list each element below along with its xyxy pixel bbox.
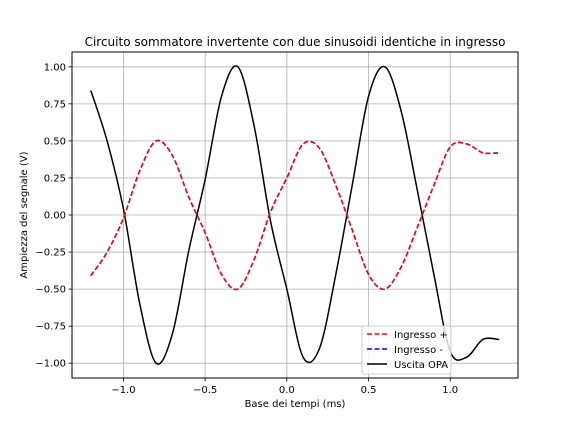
x-tick-label: 1.0	[442, 385, 458, 396]
y-tick-label: −0.25	[35, 248, 66, 259]
y-tick-label: 1.00	[44, 62, 66, 73]
legend-label-ingresso-plus: Ingresso +	[394, 330, 448, 341]
chart-title: Circuito sommatore invertente con due si…	[85, 35, 506, 49]
x-tick-label: −1.0	[111, 385, 135, 396]
y-axis-label: Ampiezza del segnale (V)	[19, 151, 30, 278]
y-tick-label: 0.75	[44, 99, 66, 110]
y-tick-label: 0.25	[44, 173, 66, 184]
ticks: −1.0 −0.5 0.0 0.5 1.0 −1.00 −0.75 −0.50 −0.25 0.0…	[35, 62, 458, 396]
x-axis-label: Base dei tempi (ms)	[245, 399, 346, 410]
legend-box	[361, 325, 452, 375]
x-tick-label: 0.0	[279, 385, 295, 396]
legend-label-ingresso-minus: Ingresso -	[394, 345, 443, 356]
grid	[72, 52, 518, 378]
y-tick-label: 0.00	[44, 211, 66, 222]
legend-label-uscita-opa: Uscita OPA	[394, 360, 448, 371]
plot-lines	[90, 65, 500, 365]
x-tick-label: −0.5	[193, 385, 217, 396]
series-line-ingresso-plus	[90, 139, 500, 291]
y-tick-label: −1.00	[35, 359, 66, 370]
y-tick-label: 0.50	[44, 136, 66, 147]
legend: Ingresso + Ingresso - Uscita OPA	[361, 325, 452, 375]
y-tick-label: −0.50	[35, 285, 66, 296]
x-tick-label: 0.5	[361, 385, 377, 396]
series-line-uscita-opa	[90, 65, 500, 365]
y-tick-label: −0.75	[35, 322, 66, 333]
